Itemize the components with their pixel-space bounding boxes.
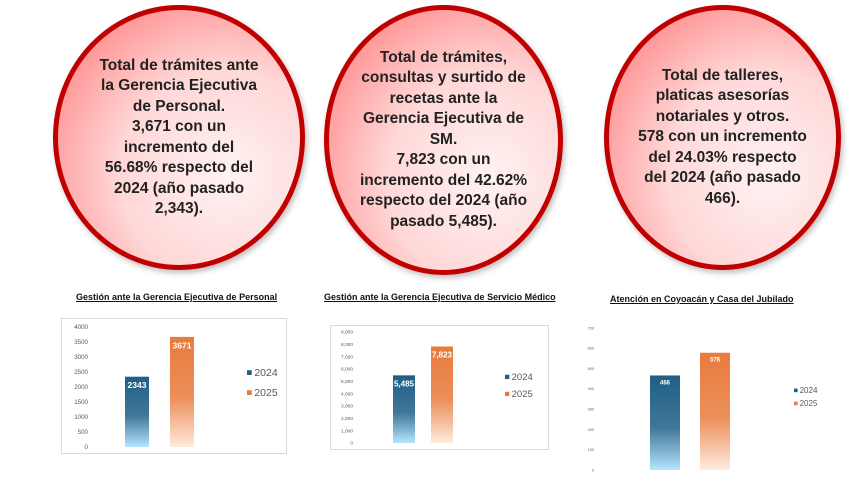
y-tick-label: 3500 [74,339,88,346]
y-tick-label: 600 [588,347,594,351]
bar-2025 [170,336,194,447]
legend-swatch-2024 [794,388,798,393]
bubble-text: Total de talleres, platicas asesorías no… [638,66,807,207]
y-tick-label: 4000 [74,324,88,331]
legend-swatch-2024 [247,370,252,375]
data-label-2024: 5,485 [394,379,415,388]
chart-panel-servicio-medico: 0 1,000 2,000 3,000 4,000 5,000 6,000 7,000 8,00… [330,325,549,450]
bar-chart-personal: 0 500 1000 1500 2000 2500 3000 3500 4000 2343 3671… [74,324,278,451]
y-tick-label: 2500 [74,369,88,376]
legend-swatch-2025 [247,390,252,395]
bar-2024 [650,375,680,470]
chart-panel-personal: 0 500 1000 1500 2000 2500 3000 3500 4000 2343 3671… [61,318,287,454]
legend-label-2025: 2025 [512,389,533,400]
y-tick-label: 500 [588,367,594,371]
legend-label-2024: 2024 [512,372,533,383]
data-label-2025: 7,823 [432,351,453,360]
bar-chart-servicio-medico: 0 1,000 2,000 3,000 4,000 5,000 6,000 7,000 8,00… [341,330,533,447]
chart-title-coyoacan: Atención en Coyoacán y Casa del Jubilado [610,294,794,304]
y-tick-label: 300 [588,407,594,411]
data-label-2025: 578 [710,358,721,364]
legend-label-2024: 2024 [800,386,818,395]
data-label-2024: 2343 [128,380,147,390]
y-tick-label: 3,000 [341,404,353,410]
data-label-2024: 466 [660,380,671,386]
y-tick-label: 2000 [74,384,88,391]
y-tick-label: 2,000 [341,416,353,422]
summary-bubble-personal: Total de trámites ante la Gerencia Ejecu… [53,5,305,270]
bar-2024 [393,375,415,443]
bar-chart-coyoacan: 0 100 200 300 400 500 600 700 466 578 2024 2025 [588,326,818,472]
y-tick-label: 8,000 [341,342,353,348]
y-tick-label: 7,000 [341,354,353,360]
chart-title-personal: Gestión ante la Gerencia Ejecutiva de Pe… [76,292,278,302]
legend-label-2024: 2024 [254,367,278,379]
legend-swatch-2025 [794,401,798,406]
y-tick-label: 700 [588,326,594,330]
summary-bubble-servicio-medico: Total de trámites, consultas y surtido d… [324,5,563,275]
y-tick-label: 400 [588,387,594,391]
legend-label-2025: 2025 [254,387,278,399]
chart-panel-coyoacan: 0 100 200 300 400 500 600 700 466 578 2024 2025 [580,320,830,476]
y-tick-label: 1,000 [341,428,353,434]
y-tick-label: 0 [592,468,594,472]
y-tick-label: 100 [588,448,594,452]
data-label-2025: 3671 [173,340,192,350]
bubble-text: Total de trámites, consultas y surtido d… [359,48,528,230]
y-tick-label: 6,000 [341,367,353,373]
y-tick-label: 9,000 [341,330,353,336]
y-tick-label: 4,000 [341,391,353,397]
bubble-text: Total de trámites ante la Gerencia Ejecu… [99,56,259,218]
legend-label-2025: 2025 [800,399,818,408]
summary-bubble-talleres: Total de talleres, platicas asesorías no… [604,5,841,270]
y-tick-label: 1500 [74,399,88,406]
legend-swatch-2024 [505,374,510,380]
y-tick-label: 3000 [74,354,88,361]
y-tick-label: 0 [350,441,353,447]
y-tick-label: 5,000 [341,379,353,385]
y-tick-label: 0 [85,444,89,451]
y-tick-label: 500 [78,429,89,436]
bar-2025 [700,352,730,470]
bar-2025 [431,346,453,443]
chart-title-servicio-medico: Gestión ante la Gerencia Ejecutiva de Se… [324,292,556,302]
y-tick-label: 200 [588,428,594,432]
legend-swatch-2025 [505,391,510,397]
bar-2024 [125,376,149,447]
y-tick-label: 1000 [74,414,88,421]
